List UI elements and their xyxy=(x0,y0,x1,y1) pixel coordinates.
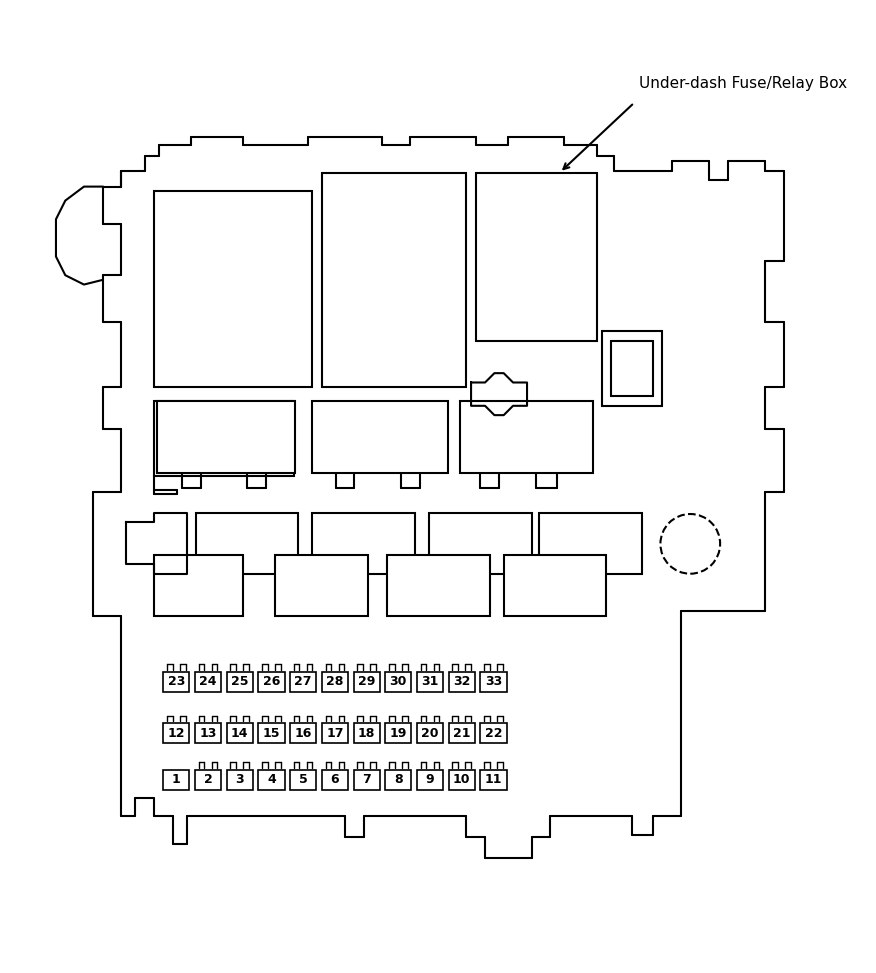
Bar xyxy=(154,192,313,387)
Bar xyxy=(157,401,294,473)
Text: 13: 13 xyxy=(200,727,216,739)
Text: 19: 19 xyxy=(390,727,407,739)
Text: 10: 10 xyxy=(453,774,470,786)
Bar xyxy=(417,723,443,743)
Bar xyxy=(290,770,316,790)
Bar xyxy=(417,671,443,692)
Bar xyxy=(290,671,316,692)
Text: 28: 28 xyxy=(326,675,343,689)
Text: Under-dash Fuse/Relay Box: Under-dash Fuse/Relay Box xyxy=(639,77,847,91)
Text: 30: 30 xyxy=(390,675,407,689)
Text: 27: 27 xyxy=(294,675,312,689)
Bar xyxy=(460,401,593,473)
Bar xyxy=(154,555,243,616)
Bar xyxy=(290,723,316,743)
Text: 12: 12 xyxy=(167,727,185,739)
Text: 18: 18 xyxy=(358,727,375,739)
Bar xyxy=(163,723,189,743)
Text: 22: 22 xyxy=(484,727,502,739)
Text: 1: 1 xyxy=(172,774,180,786)
Text: 23: 23 xyxy=(167,675,185,689)
Bar xyxy=(449,671,475,692)
Text: 21: 21 xyxy=(453,727,470,739)
Text: 16: 16 xyxy=(294,727,312,739)
Text: 15: 15 xyxy=(263,727,280,739)
Bar xyxy=(480,770,506,790)
Text: 32: 32 xyxy=(453,675,470,689)
Text: 20: 20 xyxy=(421,727,439,739)
Text: 29: 29 xyxy=(358,675,375,689)
Bar xyxy=(195,723,221,743)
Bar xyxy=(602,331,662,406)
Bar xyxy=(258,770,285,790)
Text: 4: 4 xyxy=(267,774,276,786)
Bar xyxy=(429,513,532,574)
Text: 11: 11 xyxy=(484,774,502,786)
Bar xyxy=(354,671,379,692)
Bar xyxy=(504,555,606,616)
Bar xyxy=(449,723,475,743)
Bar xyxy=(227,671,253,692)
Text: 5: 5 xyxy=(299,774,307,786)
Text: 8: 8 xyxy=(394,774,403,786)
Bar xyxy=(313,401,448,473)
Bar xyxy=(385,723,412,743)
Bar xyxy=(449,770,475,790)
Bar xyxy=(354,723,379,743)
Text: 26: 26 xyxy=(263,675,280,689)
Bar xyxy=(321,671,348,692)
Text: 14: 14 xyxy=(231,727,249,739)
Bar xyxy=(163,770,189,790)
Bar xyxy=(275,555,369,616)
Text: 24: 24 xyxy=(199,675,216,689)
Bar xyxy=(154,401,293,476)
Text: 17: 17 xyxy=(326,727,343,739)
Bar xyxy=(163,671,189,692)
Bar xyxy=(195,770,221,790)
Bar xyxy=(321,172,466,387)
Bar xyxy=(611,341,653,396)
Bar xyxy=(313,513,415,574)
Bar xyxy=(196,513,299,574)
Text: 9: 9 xyxy=(426,774,434,786)
Bar xyxy=(385,770,412,790)
Bar xyxy=(387,555,490,616)
Bar xyxy=(258,723,285,743)
Bar xyxy=(195,671,221,692)
Bar xyxy=(385,671,412,692)
Bar xyxy=(417,770,443,790)
Bar xyxy=(258,671,285,692)
Bar xyxy=(321,770,348,790)
Bar xyxy=(227,723,253,743)
Bar xyxy=(227,770,253,790)
Text: 2: 2 xyxy=(203,774,212,786)
Bar xyxy=(321,723,348,743)
Text: 25: 25 xyxy=(231,675,249,689)
Bar xyxy=(480,671,506,692)
Text: 3: 3 xyxy=(236,774,244,786)
Bar xyxy=(480,723,506,743)
Text: 6: 6 xyxy=(330,774,339,786)
Bar xyxy=(354,770,379,790)
Text: 33: 33 xyxy=(484,675,502,689)
Bar xyxy=(539,513,642,574)
Text: 7: 7 xyxy=(362,774,371,786)
Bar xyxy=(476,172,597,341)
Text: 31: 31 xyxy=(421,675,439,689)
